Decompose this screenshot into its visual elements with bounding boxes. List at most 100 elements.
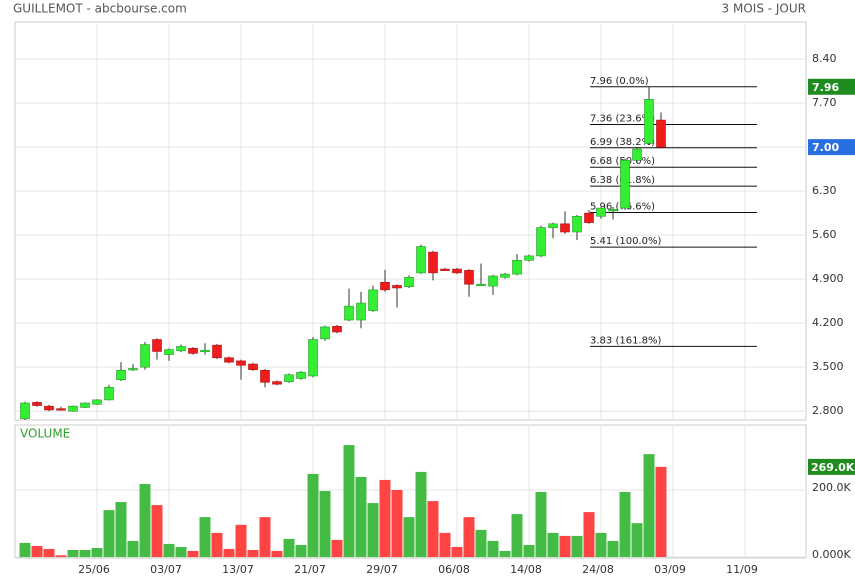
candle-body: [488, 275, 498, 287]
y-tick-label: 4.200: [812, 316, 844, 329]
volume-bar: [295, 544, 307, 557]
candle-body: [428, 251, 438, 274]
volume-bar: [631, 523, 643, 557]
volume-bar: [307, 473, 319, 557]
volume-bar: [643, 454, 655, 557]
volume-bar: [511, 514, 523, 557]
candle-body: [248, 363, 258, 370]
candle-body: [644, 99, 654, 144]
candle-body: [584, 212, 594, 223]
y-tick-label: 6.30: [812, 184, 837, 197]
volume-bar: [463, 517, 475, 557]
candle-body: [500, 273, 510, 278]
candle-body: [116, 370, 126, 381]
volume-bar: [187, 550, 199, 557]
x-tick-label: 13/07: [222, 563, 254, 576]
candle-body: [104, 387, 114, 401]
volume-bar: [79, 549, 91, 557]
fib-label: 7.36 (23.6%): [590, 113, 655, 124]
price-marker-label: 7.96: [812, 81, 839, 94]
y-tick-label: 0.000K: [812, 548, 851, 561]
volume-bar: [211, 532, 223, 557]
candle-body: [452, 268, 462, 274]
x-tick-label: 29/07: [366, 563, 398, 576]
x-tick-label: 03/09: [654, 563, 686, 576]
volume-bar: [547, 532, 559, 557]
x-tick-label: 11/09: [726, 563, 758, 576]
candle-body: [656, 119, 666, 148]
candle-body: [296, 371, 306, 379]
volume-bar: [583, 512, 595, 557]
volume-bar: [523, 544, 535, 557]
candle-body: [416, 246, 426, 274]
y-tick-label: 7.70: [812, 96, 837, 109]
candle-body: [440, 268, 450, 271]
volume-bar: [571, 535, 583, 557]
candle-body: [344, 305, 354, 321]
volume-bar: [355, 476, 367, 557]
volume-bar: [175, 546, 187, 557]
y-tick-label: 2.800: [812, 404, 844, 417]
volume-bar: [415, 471, 427, 557]
volume-bar: [427, 501, 439, 557]
candle-body: [200, 349, 210, 353]
x-tick-label: 06/08: [438, 563, 470, 576]
volume-bar: [115, 502, 127, 557]
volume-bar: [247, 549, 259, 557]
candle-body: [20, 402, 30, 420]
volume-bar: [391, 489, 403, 557]
candle-body: [284, 374, 294, 382]
x-tick-label: 25/06: [78, 563, 110, 576]
volume-bar: [235, 524, 247, 557]
candle-body: [392, 285, 402, 289]
candle-body: [68, 405, 78, 412]
candle-body: [152, 339, 162, 352]
volume-bar: [379, 479, 391, 557]
y-tick-label: 3.500: [812, 360, 844, 373]
x-tick-label: 21/07: [294, 563, 326, 576]
candle-body: [464, 270, 474, 285]
candle-body: [56, 408, 66, 411]
volume-bar: [595, 532, 607, 557]
volume-marker: [808, 458, 855, 475]
candle-body: [176, 346, 186, 352]
volume-bar: [91, 547, 103, 557]
volume-bar: [103, 510, 115, 557]
price-marker: [808, 78, 855, 95]
candle-body: [476, 283, 486, 286]
volume-bar: [451, 546, 463, 557]
candle-body: [404, 276, 414, 288]
fib-label: 7.96 (0.0%): [590, 76, 649, 87]
candle-body: [512, 259, 522, 275]
volume-bar: [31, 545, 43, 557]
volume-bar: [367, 503, 379, 557]
fib-label: 5.41 (100.0%): [590, 236, 661, 247]
candle-body: [128, 368, 138, 371]
volume-bar: [67, 549, 79, 557]
candle-body: [32, 402, 42, 406]
volume-bar: [607, 540, 619, 557]
candle-body: [560, 223, 570, 233]
candle-body: [524, 255, 534, 261]
candle-body: [44, 405, 54, 411]
x-tick-label: 14/08: [510, 563, 542, 576]
volume-bar: [331, 539, 343, 557]
candle-body: [368, 289, 378, 311]
candle-body: [164, 349, 174, 355]
candle-body: [140, 344, 150, 368]
y-tick-label: 4.900: [812, 272, 844, 285]
volume-bar: [55, 555, 67, 557]
price-panel: [14, 21, 807, 421]
candle-body: [80, 402, 90, 408]
candle-body: [380, 282, 390, 291]
candle-body: [272, 381, 282, 385]
volume-bar: [655, 466, 667, 557]
price-marker: [808, 139, 855, 156]
chart-subtitle: 3 MOIS - JOUR: [722, 2, 806, 16]
volume-bar: [475, 529, 487, 557]
volume-marker-label: 269.0K: [811, 461, 855, 474]
volume-bar: [535, 492, 547, 557]
candle-body: [536, 227, 546, 257]
fib-label: 3.83 (161.8%): [590, 335, 661, 346]
